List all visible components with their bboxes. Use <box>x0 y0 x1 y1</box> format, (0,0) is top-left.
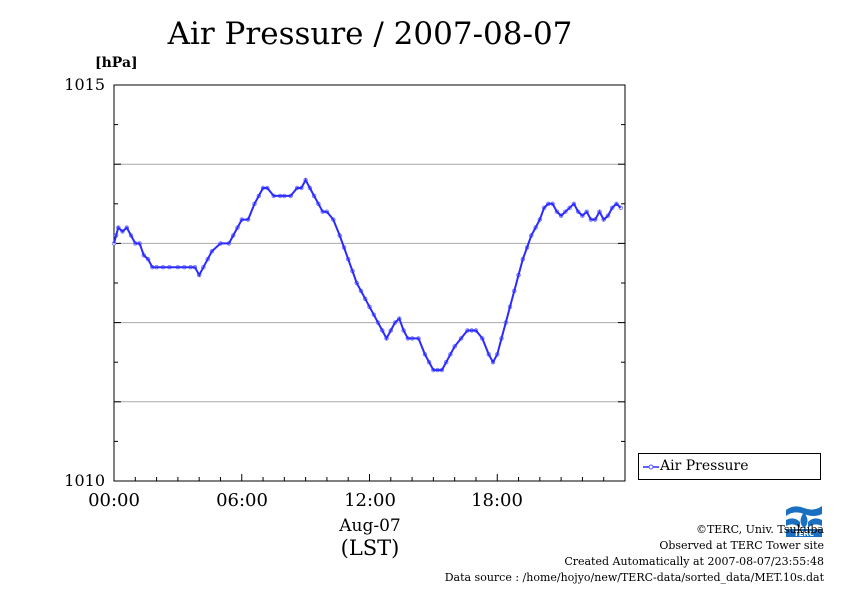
plot-frame <box>113 84 626 482</box>
series-line-air-pressure <box>113 177 622 372</box>
logo-text: TERC <box>794 530 814 538</box>
y-tick-label-top: 1015 <box>64 75 105 94</box>
legend-label: Air Pressure <box>660 458 749 474</box>
x-tick-label-1200: 12:00 <box>344 490 396 511</box>
y-axis-unit: [hPa] <box>95 55 138 71</box>
credit-source: Data source : /home/hojyo/new/TERC-data/… <box>444 571 824 584</box>
credit-site: Observed at TERC Tower site <box>659 539 824 552</box>
x-tick-label-0000: 00:00 <box>88 490 140 511</box>
x-tick-label-0600: 06:00 <box>216 490 268 511</box>
legend: Air Pressure <box>638 453 821 480</box>
credits: ©TERC, Univ. Tsukuba Observed at TERC To… <box>445 522 824 586</box>
credit-created: Created Automatically at 2007-08-07/23:5… <box>564 555 824 568</box>
credit-copyright: ©TERC, Univ. Tsukuba <box>695 523 824 536</box>
grid-lines <box>114 163 625 403</box>
x-tick-label-1800: 18:00 <box>471 490 523 511</box>
y-tick-label-bottom: 1010 <box>64 471 105 490</box>
axis-ticks <box>113 84 626 482</box>
chart-title: Air Pressure / 2007-08-07 <box>167 16 573 52</box>
x-axis-timezone-label: (LST) <box>340 536 400 560</box>
terc-logo-icon: TERC <box>784 502 824 538</box>
legend-swatch <box>643 464 659 470</box>
x-axis-date-label: Aug-07 <box>339 516 401 536</box>
